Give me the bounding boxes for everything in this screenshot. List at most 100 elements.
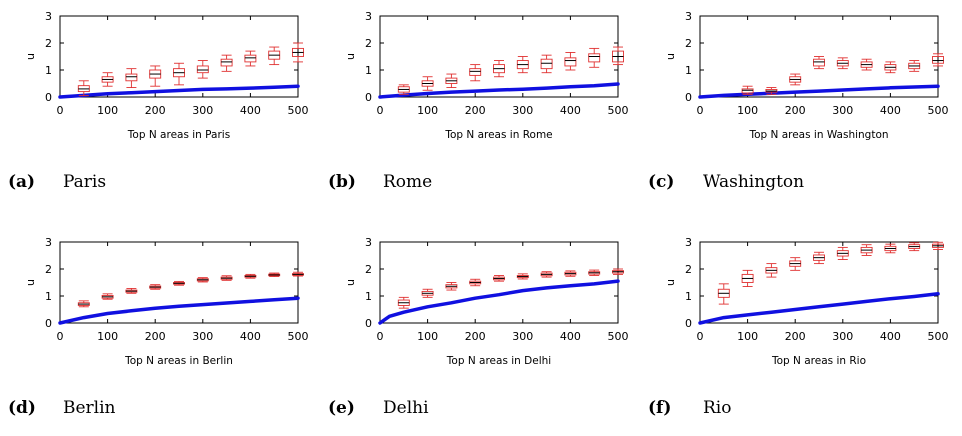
box-plot	[860, 58, 873, 71]
x-tick-label: 500	[288, 104, 309, 117]
caption-text: Rome	[383, 172, 433, 192]
caption: (e) Delhi	[328, 398, 429, 418]
box-body	[813, 58, 825, 67]
x-axis-label: Top N areas in Rio	[771, 355, 866, 367]
x-tick-label: 500	[288, 330, 309, 343]
x-tick-label: 0	[377, 330, 384, 343]
series-line	[698, 84, 940, 99]
caption: (b) Rome	[328, 172, 432, 192]
box-plot	[588, 47, 601, 68]
y-tick-label: 1	[365, 290, 372, 303]
y-axis-label: u	[664, 53, 677, 60]
x-tick-label: 200	[465, 330, 486, 343]
box-plot	[173, 280, 185, 286]
x-tick-label: 200	[145, 330, 166, 343]
series-line	[378, 279, 620, 325]
caption-label: (c)	[648, 172, 675, 192]
box-plot	[741, 269, 754, 287]
chart-berlin: 0 1 2 3 0 100 200 300 400 500 Top N areas in Berli…	[24, 236, 309, 367]
caption: (f) Rio	[648, 398, 731, 418]
x-tick-label: 300	[512, 330, 533, 343]
box-plot	[149, 65, 162, 87]
y-tick-label: 0	[365, 91, 372, 104]
box-plot	[469, 278, 482, 287]
panel-paris: 0 1 2 3 0 100 200 300 400 500 Top N areas in Paris…	[0, 0, 320, 210]
y-axis-label: u	[344, 53, 357, 60]
panel-washington: 0 1 2 3 0 100 200 300 400 500 Top N areas in Washi…	[640, 0, 960, 210]
box-plot	[77, 80, 90, 97]
y-tick-label: 1	[685, 64, 692, 77]
panel-berlin: 0 1 2 3 0 100 200 300 400 500 Top N areas in Berli…	[0, 226, 320, 436]
x-axis-label: Top N areas in Rome	[444, 129, 552, 141]
y-tick-label: 2	[685, 37, 692, 50]
caption-label: (f)	[648, 398, 672, 418]
box-plot	[445, 282, 458, 291]
box-plot	[101, 72, 114, 87]
box-plot	[493, 275, 505, 282]
box-plot	[884, 243, 897, 254]
y-tick-label: 0	[45, 91, 52, 104]
x-tick-label: 200	[145, 104, 166, 117]
box-plot	[421, 288, 434, 298]
box-plot	[125, 287, 138, 294]
x-tick-label: 400	[240, 330, 261, 343]
x-tick-label: 0	[697, 104, 704, 117]
box-plot	[588, 269, 601, 276]
caption-text: Paris	[63, 172, 107, 192]
x-tick-label: 400	[560, 104, 581, 117]
box-plot	[789, 257, 802, 271]
box-body	[125, 73, 138, 82]
series-line	[378, 82, 620, 99]
x-tick-label: 400	[880, 104, 901, 117]
y-tick-label: 1	[45, 290, 52, 303]
caption-text: Delhi	[383, 398, 429, 418]
box-plot	[932, 53, 944, 67]
y-tick-label: 3	[685, 10, 692, 23]
plot-frame	[59, 241, 299, 324]
y-tick-label: 0	[365, 317, 372, 330]
chart-washington: 0 1 2 3 0 100 200 300 400 500 Top N areas in Washi…	[664, 10, 949, 141]
x-tick-label: 200	[785, 104, 806, 117]
x-tick-label: 0	[377, 104, 384, 117]
box-plot	[445, 73, 458, 89]
y-tick-label: 3	[365, 10, 372, 23]
box-plot	[540, 271, 553, 278]
caption: (d) Berlin	[8, 398, 116, 418]
x-tick-label: 200	[465, 104, 486, 117]
x-tick-label: 300	[832, 330, 853, 343]
panel-delhi: 0 1 2 3 0 100 200 300 400 500 Top N areas in Delhi…	[320, 226, 640, 436]
box-plot	[220, 275, 233, 281]
y-axis-label: u	[344, 279, 357, 286]
y-tick-label: 2	[45, 263, 52, 276]
x-tick-label: 0	[697, 330, 704, 343]
box-plot	[765, 87, 778, 95]
box-plot	[77, 300, 90, 308]
panel-rio: 0 1 2 3 0 100 200 300 400 500 Top N areas in Rio u …	[640, 226, 960, 436]
y-tick-label: 2	[365, 37, 372, 50]
x-axis-label: Top N areas in Paris	[127, 129, 230, 141]
y-tick-label: 2	[365, 263, 372, 276]
x-tick-label: 300	[832, 104, 853, 117]
y-tick-label: 3	[365, 236, 372, 249]
box-body	[196, 65, 209, 74]
x-tick-label: 400	[880, 330, 901, 343]
box-plot	[125, 68, 138, 89]
box-plot	[397, 296, 410, 309]
box-plot	[421, 76, 434, 91]
box-plot	[516, 56, 529, 74]
series-line	[58, 84, 300, 99]
box-plot	[101, 293, 114, 300]
y-tick-label: 1	[365, 64, 372, 77]
x-tick-label: 100	[97, 104, 118, 117]
x-tick-label: 500	[928, 104, 949, 117]
box-plot	[612, 268, 624, 275]
y-tick-label: 2	[45, 37, 52, 50]
x-tick-label: 100	[417, 104, 438, 117]
box-plot	[149, 284, 162, 290]
box-plot	[540, 54, 553, 74]
y-axis-label: u	[24, 279, 37, 286]
box-plot	[813, 56, 825, 70]
box-plot	[493, 60, 505, 78]
box-plot	[932, 241, 944, 251]
x-tick-label: 200	[785, 330, 806, 343]
